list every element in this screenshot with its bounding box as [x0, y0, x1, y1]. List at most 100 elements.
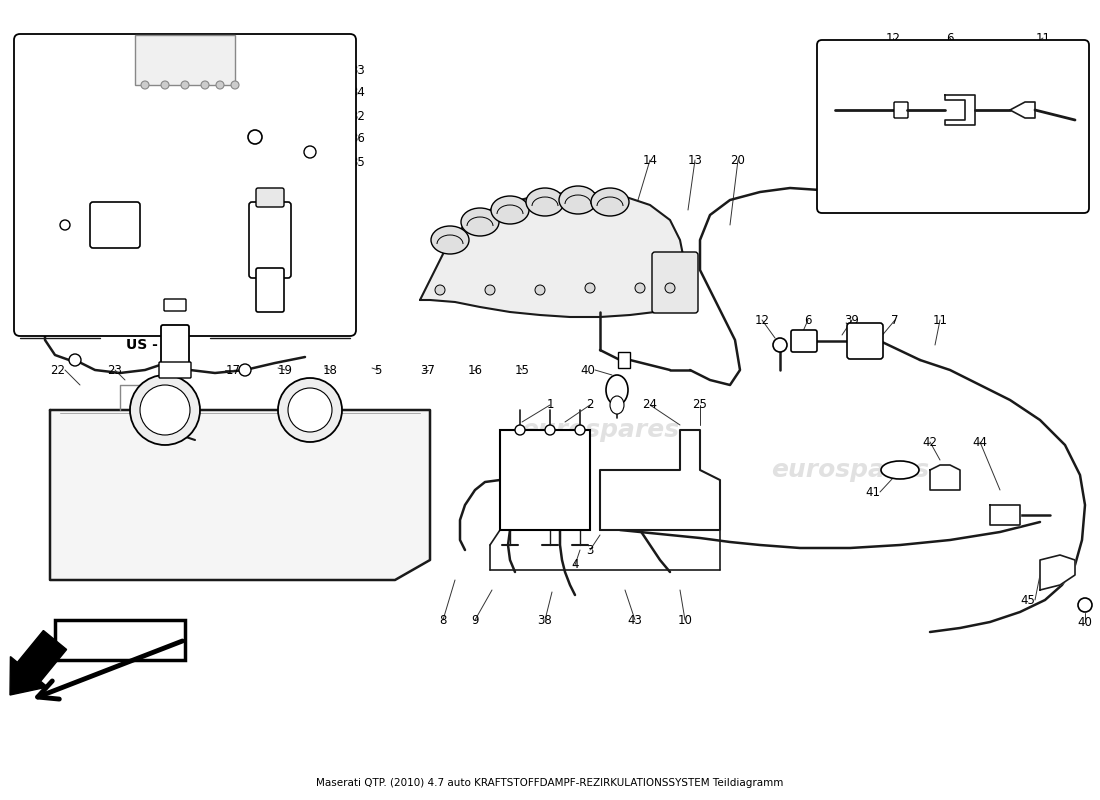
FancyBboxPatch shape	[847, 323, 883, 359]
Text: 21: 21	[167, 363, 183, 377]
Text: 12: 12	[755, 314, 770, 326]
Circle shape	[161, 81, 169, 89]
Text: 9: 9	[471, 614, 478, 626]
Text: 5: 5	[374, 363, 382, 377]
Text: 30: 30	[12, 54, 28, 66]
Text: 44: 44	[972, 435, 988, 449]
Ellipse shape	[461, 208, 499, 236]
Text: 17: 17	[226, 363, 241, 377]
Text: 42: 42	[923, 435, 937, 449]
Circle shape	[141, 81, 149, 89]
Text: 32: 32	[350, 110, 365, 122]
Circle shape	[69, 354, 81, 366]
Text: 22: 22	[50, 363, 65, 377]
Text: eurospares: eurospares	[521, 418, 679, 442]
Circle shape	[773, 338, 786, 352]
Circle shape	[635, 283, 645, 293]
Ellipse shape	[591, 188, 629, 216]
Ellipse shape	[610, 396, 624, 414]
FancyBboxPatch shape	[652, 252, 698, 313]
Text: 40: 40	[580, 363, 595, 377]
Bar	[618, 352, 630, 368]
FancyBboxPatch shape	[160, 362, 191, 378]
Text: 19: 19	[277, 363, 293, 377]
Circle shape	[140, 385, 190, 435]
FancyBboxPatch shape	[55, 620, 185, 660]
Text: 43: 43	[628, 614, 642, 626]
Text: 24: 24	[642, 398, 658, 411]
Circle shape	[201, 81, 209, 89]
Text: 38: 38	[538, 614, 552, 626]
Circle shape	[434, 285, 446, 295]
Circle shape	[515, 425, 525, 435]
Text: 36: 36	[350, 133, 365, 146]
Circle shape	[130, 375, 200, 445]
Text: 4: 4	[571, 558, 579, 571]
Text: 15: 15	[515, 363, 529, 377]
FancyBboxPatch shape	[161, 325, 189, 367]
Polygon shape	[1040, 555, 1075, 590]
Text: 39: 39	[845, 314, 859, 326]
FancyBboxPatch shape	[817, 40, 1089, 213]
FancyBboxPatch shape	[791, 330, 817, 352]
Text: 11: 11	[1035, 31, 1050, 45]
Text: 1: 1	[547, 398, 553, 411]
Text: 12: 12	[886, 31, 901, 45]
Circle shape	[666, 283, 675, 293]
Text: 16: 16	[468, 363, 483, 377]
Text: 3: 3	[586, 543, 594, 557]
Text: US - CD: US - CD	[125, 338, 185, 352]
Text: 37: 37	[420, 363, 436, 377]
FancyBboxPatch shape	[500, 430, 590, 530]
Polygon shape	[990, 505, 1020, 525]
Text: 25: 25	[693, 398, 707, 411]
FancyBboxPatch shape	[894, 102, 908, 118]
Circle shape	[304, 146, 316, 158]
Circle shape	[1078, 598, 1092, 612]
Text: 45: 45	[1020, 594, 1035, 606]
Text: Maserati QTP. (2010) 4.7 auto KRAFTSTOFFDAMPF-REZIRKULATIONSSYSTEM Teildiagramm: Maserati QTP. (2010) 4.7 auto KRAFTSTOFF…	[317, 778, 783, 788]
Text: 8: 8	[439, 614, 447, 626]
Text: 41: 41	[865, 486, 880, 498]
Ellipse shape	[491, 196, 529, 224]
Text: 14: 14	[642, 154, 658, 166]
FancyBboxPatch shape	[135, 35, 235, 85]
Circle shape	[231, 81, 239, 89]
Polygon shape	[50, 410, 430, 580]
Polygon shape	[420, 192, 685, 317]
Circle shape	[485, 285, 495, 295]
Text: 31: 31	[212, 38, 228, 51]
Circle shape	[60, 220, 70, 230]
FancyBboxPatch shape	[14, 34, 356, 336]
Text: 6: 6	[946, 31, 954, 45]
Text: 23: 23	[108, 363, 122, 377]
Circle shape	[544, 425, 556, 435]
Text: 6: 6	[804, 314, 812, 326]
Ellipse shape	[559, 186, 597, 214]
Polygon shape	[930, 465, 960, 490]
Text: 7: 7	[891, 314, 899, 326]
FancyBboxPatch shape	[256, 188, 284, 207]
Circle shape	[182, 81, 189, 89]
Text: 34: 34	[350, 86, 365, 99]
Text: eurospares: eurospares	[771, 458, 929, 482]
Text: 18: 18	[322, 363, 338, 377]
Circle shape	[278, 378, 342, 442]
Ellipse shape	[606, 375, 628, 405]
Text: 28: 28	[12, 101, 28, 114]
Text: 35: 35	[350, 155, 365, 169]
Ellipse shape	[431, 226, 469, 254]
Text: 40: 40	[1078, 615, 1092, 629]
Polygon shape	[945, 95, 975, 125]
FancyBboxPatch shape	[90, 202, 140, 248]
Circle shape	[535, 285, 544, 295]
FancyBboxPatch shape	[256, 268, 284, 312]
FancyArrow shape	[10, 630, 67, 695]
Ellipse shape	[881, 461, 918, 479]
Text: 33: 33	[350, 63, 365, 77]
Circle shape	[248, 130, 262, 144]
Circle shape	[216, 81, 224, 89]
Text: 2: 2	[586, 398, 594, 411]
Polygon shape	[600, 430, 720, 530]
Text: 20: 20	[730, 154, 746, 166]
